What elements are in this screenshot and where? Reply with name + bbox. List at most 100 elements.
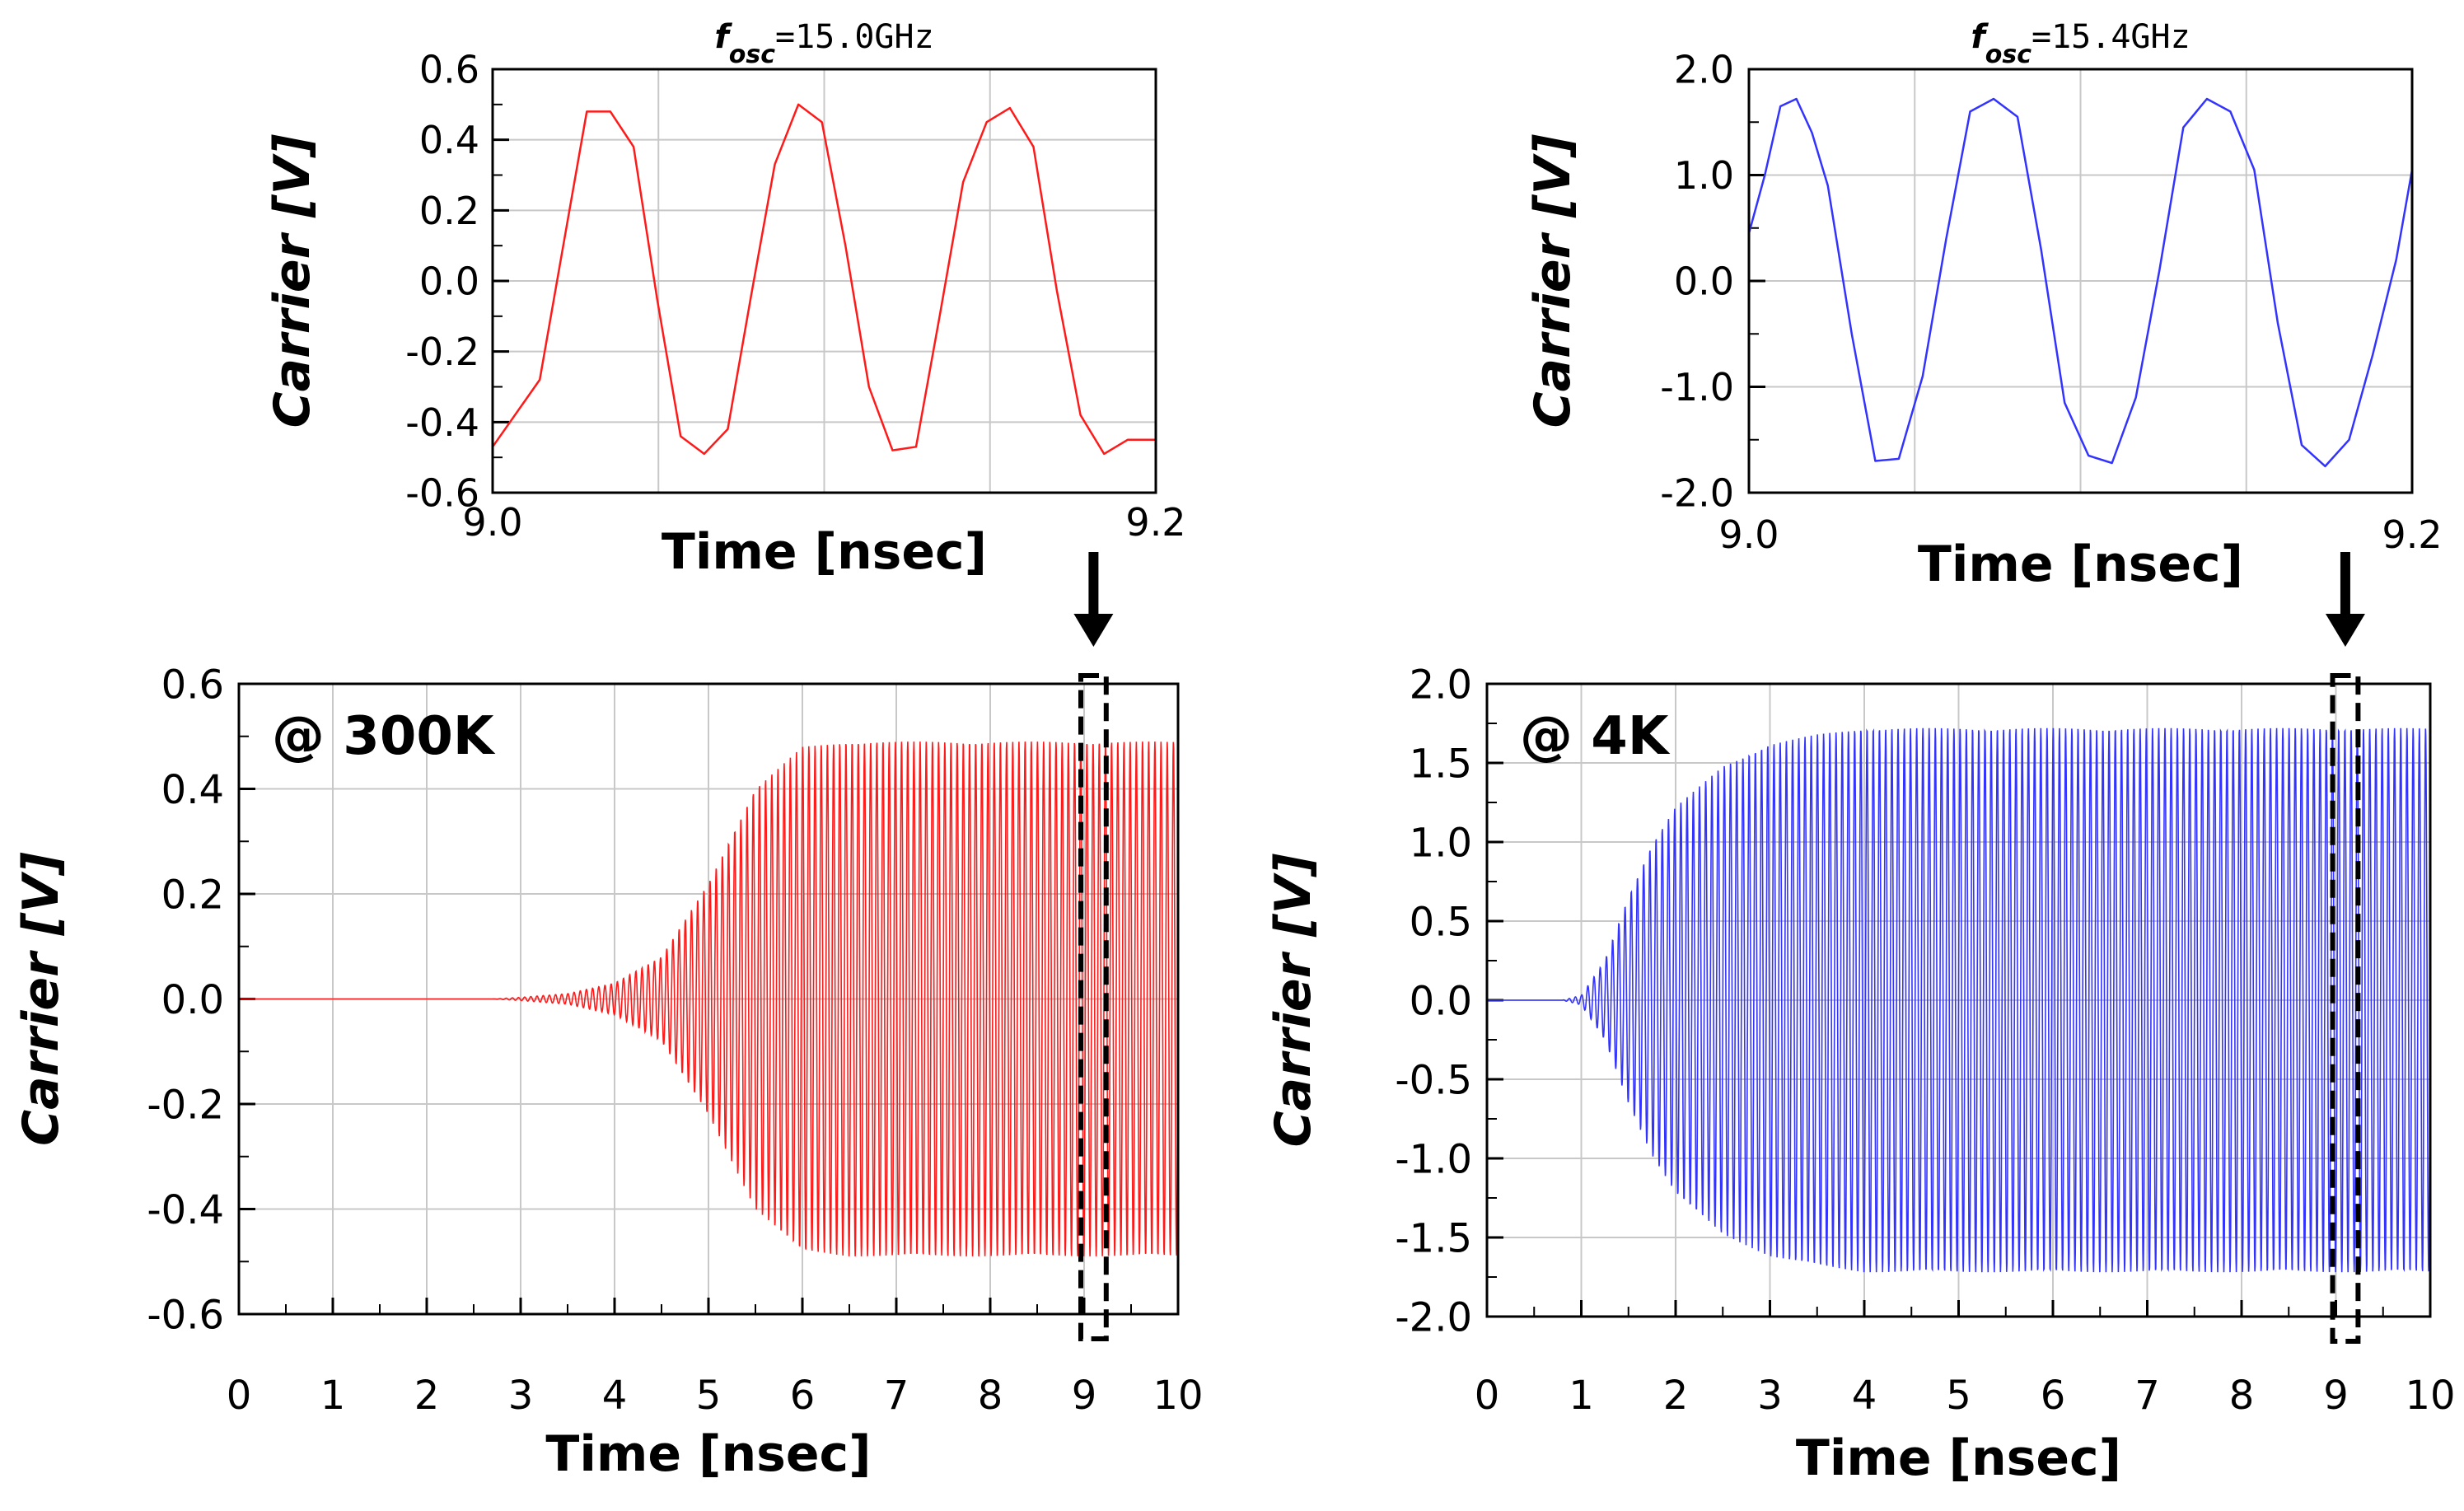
y-tick-labels: 0.6 0.4 0.2 0.0 -0.2 -0.4 -0.6 xyxy=(147,662,224,1338)
y-tick-label: -0.4 xyxy=(405,400,479,445)
x-tick-label: 6 xyxy=(790,1373,816,1419)
condition-label: @ 300K xyxy=(272,706,496,767)
x-tick-label: 2 xyxy=(1663,1373,1689,1419)
y-tick-label: 1.0 xyxy=(1410,820,1472,866)
x-tick-label: 1 xyxy=(1569,1373,1594,1419)
x-tick-label: 9.0 xyxy=(1718,512,1779,557)
y-tick-label: -1.0 xyxy=(1660,365,1734,409)
plot-frame xyxy=(1747,68,2414,494)
x-tick-label: 9.2 xyxy=(2382,512,2442,557)
x-tick-labels: 9.0 9.2 xyxy=(1718,512,2442,557)
y-tick-label: 0.2 xyxy=(161,872,224,918)
x-tick-label: 4 xyxy=(1852,1373,1877,1419)
x-tick-label: 6 xyxy=(2041,1373,2066,1419)
x-tick-label: 7 xyxy=(884,1373,909,1419)
y-tick-labels: 0.6 0.4 0.2 0.0 -0.2 -0.4 -0.6 xyxy=(405,48,479,516)
axis-ticks xyxy=(1749,68,1765,494)
panel-main-4k: 2.0 1.5 1.0 0.5 0.0 -0.5 -1.0 -1.5 -2.00 1 2 3 4 5 6 7 8… xyxy=(1265,662,2456,1487)
y-tick-label: 0.2 xyxy=(419,189,479,233)
title-value: =15.4GHz xyxy=(2032,18,2190,56)
y-tick-label: -0.2 xyxy=(147,1082,224,1128)
y-tick-label: -0.4 xyxy=(147,1187,224,1233)
x-tick-label: 5 xyxy=(1946,1373,1971,1419)
panel-inset-300k: 0.6 0.4 0.2 0.0 -0.2 -0.4 -0.69.0 9.2 Time [nsec… xyxy=(264,18,1186,581)
zoom-arrow-icon xyxy=(1073,552,1114,647)
zoom-window-box xyxy=(2330,673,2361,1344)
x-tick-label: 3 xyxy=(1757,1373,1783,1419)
x-tick-label: 7 xyxy=(2134,1373,2160,1419)
plot-frame xyxy=(237,682,1180,1316)
y-tick-label: 0.4 xyxy=(161,767,224,813)
y-tick-label: 0.6 xyxy=(419,48,479,92)
title-subscript: osc xyxy=(729,40,775,69)
arrow-head xyxy=(2325,614,2365,647)
inset-title: fosc=15.4GHz xyxy=(1971,18,2190,69)
x-axis-title: Time [nsec] xyxy=(545,1425,871,1483)
x-tick-label: 2 xyxy=(414,1373,440,1419)
x-tick-label: 9.2 xyxy=(1125,500,1185,545)
y-axis-title: Carrier [V] xyxy=(1524,134,1582,428)
x-tick-label: 0 xyxy=(227,1373,252,1419)
zoom-arrows xyxy=(1073,552,2365,647)
y-tick-label: 1.5 xyxy=(1410,741,1472,787)
x-tick-label: 3 xyxy=(508,1373,534,1419)
y-tick-label: -1.5 xyxy=(1395,1215,1472,1261)
panel-main-300k: 0.6 0.4 0.2 0.0 -0.2 -0.4 -0.60 1 2 3 4 5 6 7 8 9 10 Time… xyxy=(12,662,1204,1483)
x-tick-label: 10 xyxy=(1153,1373,1203,1419)
title-f: f xyxy=(714,18,732,56)
y-axis-title: Carrier [V] xyxy=(264,134,321,428)
y-tick-label: 0.5 xyxy=(1410,899,1472,945)
x-axis-title: Time [nsec] xyxy=(662,523,987,581)
y-tick-labels: 2.0 1.5 1.0 0.5 0.0 -0.5 -1.0 -1.5 -2.0 xyxy=(1395,662,1472,1340)
condition-label: @ 4K xyxy=(1520,706,1671,767)
y-tick-label: 2.0 xyxy=(1674,48,1734,92)
x-tick-label: 9 xyxy=(2323,1373,2349,1419)
y-tick-label: -0.6 xyxy=(147,1292,224,1338)
x-tick-label: 5 xyxy=(696,1373,722,1419)
plot-frame xyxy=(491,68,1157,494)
x-tick-label: 4 xyxy=(602,1373,628,1419)
series-line xyxy=(1747,97,2414,468)
oscillation-waveform xyxy=(239,741,1179,1256)
y-tick-label: 0.6 xyxy=(161,662,224,708)
y-tick-label: 1.0 xyxy=(1674,153,1734,198)
y-tick-label: -0.2 xyxy=(405,330,479,374)
x-axis-title: Time [nsec] xyxy=(1918,536,2243,593)
y-tick-label: 2.0 xyxy=(1410,662,1472,708)
x-tick-label: 10 xyxy=(2405,1373,2455,1419)
x-tick-labels: 0 1 2 3 4 5 6 7 8 9 10 xyxy=(227,1373,1204,1419)
y-axis-title: Carrier [V] xyxy=(1265,854,1322,1148)
oscillation-waveform xyxy=(1487,727,2431,1273)
title-f: f xyxy=(1971,18,1989,56)
panel-inset-4k: 2.0 1.0 0.0 -1.0 -2.09.0 9.2 Time [nsec] Carrie… xyxy=(1524,18,2443,593)
y-tick-label: 0.4 xyxy=(419,118,479,162)
x-tick-label: 0 xyxy=(1475,1373,1500,1419)
y-tick-label: -0.6 xyxy=(405,471,479,516)
y-tick-label: -2.0 xyxy=(1660,471,1734,516)
title-value: =15.0GHz xyxy=(775,18,934,56)
arrow-head xyxy=(1073,614,1114,647)
y-tick-label: -1.0 xyxy=(1395,1136,1472,1182)
x-tick-labels: 9.0 9.2 xyxy=(462,500,1185,545)
y-tick-labels: 2.0 1.0 0.0 -1.0 -2.0 xyxy=(1660,48,1734,516)
zoom-arrow-icon xyxy=(2325,552,2365,647)
x-tick-label: 8 xyxy=(978,1373,1003,1419)
x-tick-label: 9 xyxy=(1072,1373,1097,1419)
series-line xyxy=(491,103,1156,456)
x-tick-label: 1 xyxy=(320,1373,346,1419)
x-axis-title: Time [nsec] xyxy=(1796,1429,2121,1487)
y-tick-label: 0.0 xyxy=(1674,260,1734,304)
zoom-window-box xyxy=(1078,673,1109,1341)
x-tick-label: 8 xyxy=(2229,1373,2255,1419)
inset-title: fosc=15.0GHz xyxy=(714,18,933,69)
x-tick-labels: 0 1 2 3 4 5 6 7 8 9 10 xyxy=(1475,1373,2456,1419)
y-tick-label: 0.0 xyxy=(419,260,479,304)
y-tick-label: 0.0 xyxy=(161,977,224,1023)
y-tick-label: -0.5 xyxy=(1395,1057,1472,1103)
axis-ticks xyxy=(493,68,509,494)
x-tick-label: 9.0 xyxy=(462,500,522,545)
plot-frame xyxy=(1485,682,2432,1318)
y-axis-title: Carrier [V] xyxy=(12,852,70,1146)
title-subscript: osc xyxy=(1985,40,2032,69)
